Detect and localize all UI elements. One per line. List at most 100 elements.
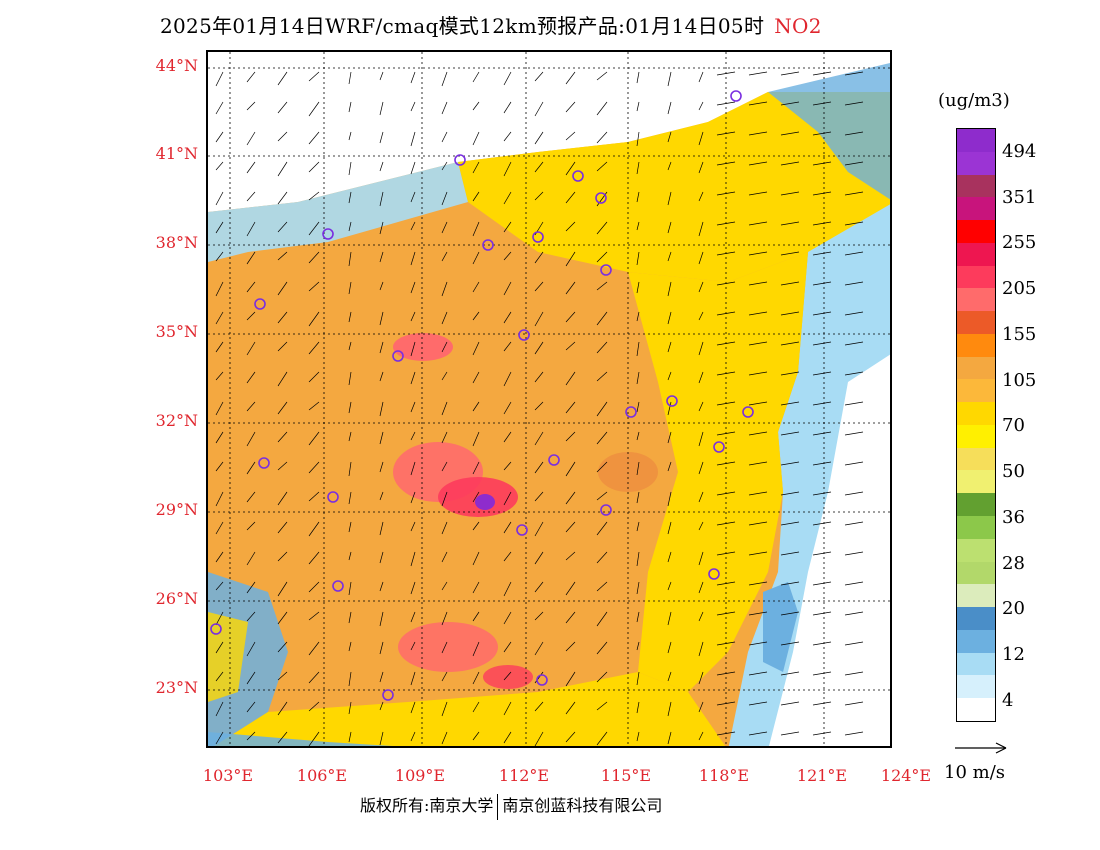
wind-vector xyxy=(780,461,800,466)
wind-vector xyxy=(472,131,480,146)
colorbar-swatch xyxy=(957,629,995,653)
wind-vector xyxy=(246,461,256,475)
footer-left: 版权所有:南京大学 xyxy=(360,796,494,815)
wind-vector xyxy=(246,731,256,741)
wind-vector xyxy=(636,161,640,175)
wind-vector xyxy=(812,671,832,676)
colorbar-swatch xyxy=(957,151,995,175)
wind-vector xyxy=(472,551,480,566)
wind-vector xyxy=(748,431,768,436)
wind-vector xyxy=(441,161,448,171)
wind-vector xyxy=(410,521,416,532)
wind-vector xyxy=(716,101,736,106)
wind-vector xyxy=(716,401,736,406)
wind-vector xyxy=(596,611,608,627)
city-marker xyxy=(518,329,530,341)
wind-vector xyxy=(503,161,512,177)
city-marker xyxy=(322,228,334,240)
wind-vector xyxy=(503,581,512,597)
wind-vector xyxy=(780,311,800,316)
wind-vector xyxy=(698,311,704,321)
colorbar-label: 255 xyxy=(1002,232,1037,253)
wind-vector xyxy=(748,71,768,76)
colorbar-swatch xyxy=(957,288,995,312)
lon-label: 112°E xyxy=(498,766,550,785)
wind-vector xyxy=(534,401,544,411)
wind-vector xyxy=(410,611,416,623)
hotspot-guanzhong xyxy=(393,333,453,361)
wind-vector xyxy=(698,521,704,531)
wind-vector xyxy=(441,611,448,626)
wind-vector xyxy=(308,461,320,474)
wind-vector xyxy=(667,101,672,115)
wind-vector xyxy=(379,581,384,592)
wind-vector xyxy=(503,341,512,352)
lon-label: 103°E xyxy=(202,766,254,785)
wind-vector xyxy=(308,431,320,446)
wind-vector xyxy=(780,131,800,136)
lat-label: 32°N xyxy=(155,411,198,430)
wind-vector xyxy=(503,701,512,716)
footer-right: 南京创蓝科技有限公司 xyxy=(502,796,663,815)
wind-vector xyxy=(441,581,448,591)
wind-vector xyxy=(277,671,288,681)
wind-vector xyxy=(844,641,864,646)
lon-label: 106°E xyxy=(296,766,348,785)
wind-vector xyxy=(503,461,512,471)
species-label: NO2 xyxy=(774,14,822,38)
wind-vector xyxy=(716,221,736,226)
wind-vector xyxy=(503,371,512,387)
wind-vector xyxy=(780,281,800,286)
wind-vector xyxy=(698,251,704,265)
wind-vector xyxy=(277,581,288,597)
city-marker xyxy=(516,524,528,536)
wind-vector xyxy=(812,281,832,286)
wind-vector xyxy=(716,131,736,136)
wind-vector xyxy=(215,521,224,535)
wind-vector xyxy=(379,551,384,564)
wind-vector xyxy=(410,641,416,651)
wind-vector xyxy=(472,731,480,741)
wind-vector xyxy=(565,731,576,743)
wind-vector xyxy=(410,131,416,147)
wind-vector xyxy=(812,341,832,346)
wind-vector xyxy=(812,611,832,616)
wind-vector xyxy=(596,551,608,564)
wind-vector xyxy=(596,221,608,235)
wind-vector xyxy=(636,641,640,651)
wind-vector xyxy=(667,281,672,297)
wind-vector xyxy=(277,491,288,506)
colorbar-swatch xyxy=(957,652,995,676)
city-marker xyxy=(454,154,466,166)
wind-vector xyxy=(748,581,768,586)
wind-vector xyxy=(812,521,832,526)
wind-vector xyxy=(698,71,704,83)
wind-vector xyxy=(844,161,864,166)
wind-vector xyxy=(534,641,544,656)
wind-vector xyxy=(503,251,512,261)
wind-vector xyxy=(441,71,448,87)
wind-vector xyxy=(636,251,640,266)
wind-vector xyxy=(748,131,768,136)
wind-vector xyxy=(246,371,256,384)
concentration-field xyxy=(208,52,890,746)
wind-vector xyxy=(596,71,608,81)
wind-vector xyxy=(503,491,512,506)
wind-vector xyxy=(698,491,704,503)
wind-vector xyxy=(812,491,832,496)
wind-vector xyxy=(246,311,256,321)
wind-reference-label: 10 m/s xyxy=(944,762,1005,783)
wind-vector xyxy=(215,701,224,717)
wind-vector xyxy=(503,401,512,415)
wind-vector xyxy=(636,461,640,476)
lat-label: 41°N xyxy=(155,144,198,163)
wind-vector xyxy=(308,701,320,712)
wind-vector xyxy=(410,311,416,322)
city-marker xyxy=(625,406,637,418)
wind-vector xyxy=(277,371,288,387)
wind-vector xyxy=(472,251,480,265)
wind-vector xyxy=(472,281,480,293)
wind-vector xyxy=(748,281,768,286)
wind-vector xyxy=(667,671,672,682)
wind-vector xyxy=(812,551,832,556)
